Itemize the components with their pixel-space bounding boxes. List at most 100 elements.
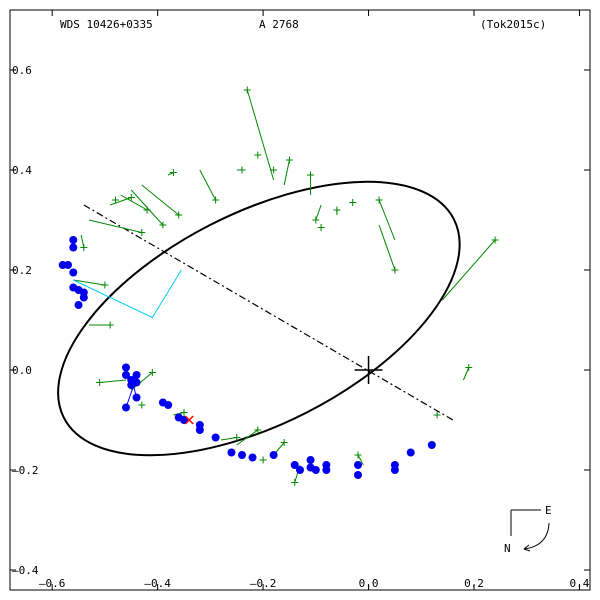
green-plus-mark: [175, 211, 183, 219]
residual-line: [99, 379, 127, 383]
x-tick-label: 0.2: [464, 577, 484, 590]
blue-dot: [290, 461, 299, 469]
compass: E N: [504, 504, 552, 555]
green-plus-mark: [270, 166, 278, 174]
y-tick-label: 0.2: [12, 264, 32, 277]
green-plus-mark: [280, 439, 288, 446]
blue-dot: [322, 466, 331, 474]
blue-dot: [79, 293, 88, 302]
residual-line: [441, 239, 496, 301]
y-tick-label: 0.4: [12, 164, 32, 177]
x-tick-label: 0.4: [570, 577, 590, 590]
green-plus-mark: [159, 221, 167, 229]
periastron-marker: [184, 415, 194, 425]
green-plus-mark: [106, 321, 114, 329]
green-plus-mark: [375, 196, 383, 204]
green-observations: [80, 86, 499, 486]
green-plus-mark: [143, 206, 151, 214]
blue-dot: [311, 466, 320, 474]
residual-line: [462, 367, 470, 381]
green-plus-mark: [391, 266, 399, 274]
y-tick-label: 0.0: [12, 364, 32, 377]
green-plus-mark: [465, 364, 473, 371]
green-plus-mark: [312, 216, 320, 224]
green-plus-mark: [238, 166, 246, 174]
y-tick-label: –0.4: [12, 564, 39, 577]
header-right-label: (Tok2015c): [480, 18, 546, 31]
green-plus-mark: [127, 194, 135, 201]
compass-axes: [510, 509, 541, 536]
y-tick-label: 0.6: [12, 64, 32, 77]
green-plus-mark: [491, 236, 499, 244]
compass-east-label: E: [545, 504, 552, 517]
green-plus-mark: [433, 411, 441, 419]
residual-line: [88, 219, 142, 233]
residual-line: [199, 169, 217, 201]
green-plus-mark: [285, 156, 293, 164]
green-plus-mark: [111, 196, 119, 204]
green-plus-mark: [212, 196, 220, 204]
green-plus-mark: [138, 401, 146, 409]
blue-dot: [227, 448, 236, 457]
green-plus-mark: [254, 426, 262, 434]
blue-dot: [122, 371, 130, 379]
green-plus-mark: [180, 409, 188, 416]
residual-line: [378, 199, 396, 241]
green-plus-mark: [307, 171, 315, 179]
compass-arrow-icon: [523, 544, 531, 552]
residual-line: [236, 429, 259, 446]
blue-observations: [58, 236, 436, 479]
compass-arc: [523, 522, 550, 550]
blue-dot: [122, 363, 130, 372]
blue-dot: [74, 301, 83, 309]
blue-dot: [132, 393, 141, 402]
blue-dot: [58, 261, 67, 269]
residual-line: [141, 184, 180, 216]
green-plus-mark: [317, 224, 325, 231]
green-plus-mark: [96, 379, 104, 386]
residual-line: [130, 372, 153, 391]
axis-tick-labels: –0.6 –0.4 –0.2 0.0 0.2 0.4–0.4–0.20.00.20.40.…: [12, 64, 590, 590]
y-tick-label: –0.2: [12, 464, 39, 477]
line-of-nodes: [83, 204, 454, 421]
green-plus-mark: [254, 151, 262, 159]
residual-line: [120, 194, 148, 211]
cyan-residual-line: [73, 269, 182, 319]
residual-line: [357, 454, 364, 466]
green-plus-mark: [349, 199, 357, 206]
green-plus-mark: [80, 244, 88, 251]
residual-line: [73, 279, 105, 286]
green-plus-mark: [101, 281, 109, 289]
periastron-x-mark: [184, 415, 194, 425]
green-plus-mark: [233, 434, 241, 441]
blue-dot: [164, 401, 173, 409]
blue-dot: [406, 448, 415, 457]
blue-dot: [354, 461, 362, 469]
residual-line: [315, 204, 322, 221]
blue-dot: [306, 456, 315, 464]
header-left-label: WDS 10426+0335: [60, 18, 153, 31]
axis-ticks: [10, 10, 590, 590]
residual-line: [283, 159, 290, 186]
green-plus-mark: [291, 479, 299, 486]
blue-dot: [238, 451, 246, 459]
blue-dot: [354, 471, 362, 479]
x-tick-label: 0.0: [359, 577, 379, 590]
blue-dot: [390, 466, 399, 474]
green-plus-mark: [148, 369, 156, 376]
primary-cross: [354, 356, 383, 384]
blue-dot: [427, 441, 436, 449]
residual-lines: [73, 89, 496, 483]
compass-north-label: N: [504, 542, 511, 555]
blue-dot: [180, 416, 188, 424]
blue-dot: [69, 268, 78, 277]
green-plus-mark: [169, 169, 177, 176]
primary-star-marker: [354, 356, 383, 384]
blue-dot: [122, 403, 130, 412]
blue-dot: [69, 243, 78, 252]
blue-dot: [211, 433, 220, 442]
green-plus-mark: [259, 456, 267, 464]
x-tick-label: –0.6: [39, 577, 66, 590]
green-plus-mark: [354, 451, 362, 459]
